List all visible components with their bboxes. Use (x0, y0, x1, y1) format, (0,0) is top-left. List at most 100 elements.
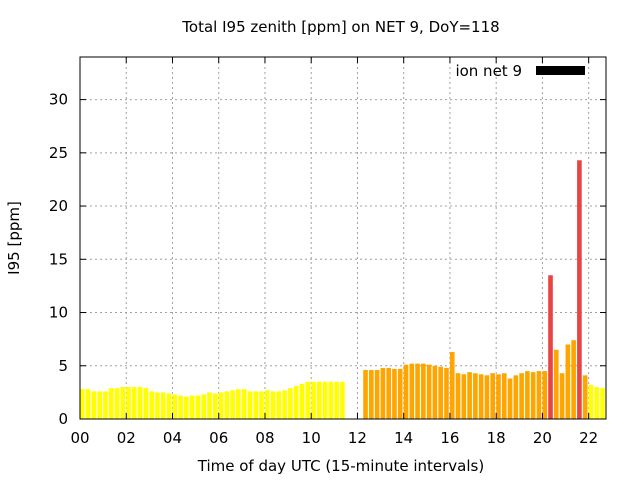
bar (276, 391, 282, 419)
bar (316, 381, 322, 419)
bar (536, 371, 542, 419)
bar (415, 363, 420, 419)
x-tick-label: 02 (117, 429, 136, 447)
bar (305, 381, 311, 419)
bar (478, 374, 484, 419)
bar (519, 373, 524, 419)
bar (212, 393, 218, 419)
legend-label: ion net 9 (455, 62, 522, 80)
bar (218, 392, 224, 419)
grid (80, 57, 606, 419)
y-tick-label: 20 (49, 197, 68, 215)
bar (230, 390, 235, 419)
x-tick-label: 14 (394, 429, 413, 447)
bar (461, 374, 467, 419)
bar (103, 391, 108, 419)
bar (363, 370, 368, 419)
y-axis-title: I95 [ppm] (5, 201, 23, 275)
bar (455, 373, 461, 419)
bar (484, 375, 490, 419)
bar (432, 365, 438, 419)
legend: ion net 9 (455, 62, 585, 80)
bar (421, 363, 426, 419)
bar (143, 388, 149, 419)
bar (120, 387, 126, 419)
bar (449, 351, 455, 419)
bar (438, 366, 443, 419)
y-tick-label: 15 (49, 250, 68, 268)
x-tick-label: 22 (579, 429, 598, 447)
bar (259, 391, 264, 419)
bar (507, 378, 513, 419)
legend-swatch (536, 66, 585, 75)
bars (80, 160, 605, 419)
bar (149, 391, 154, 419)
x-tick-label: 04 (163, 429, 182, 447)
x-tick-label: 08 (255, 429, 274, 447)
bar (467, 372, 472, 419)
x-tick-label: 18 (487, 429, 506, 447)
bar (473, 373, 478, 419)
bar (293, 385, 299, 419)
x-tick-label: 16 (440, 429, 459, 447)
x-tick-label: 06 (209, 429, 228, 447)
bar (600, 388, 605, 419)
bar (224, 391, 230, 419)
x-tick-label: 10 (302, 429, 321, 447)
bar (288, 388, 293, 419)
y-tick-label: 5 (58, 357, 68, 375)
bar (189, 395, 195, 419)
bar (172, 394, 178, 419)
bar (577, 160, 582, 419)
bar (195, 395, 201, 419)
bar (501, 373, 507, 419)
bar (207, 392, 212, 419)
x-tick-label: 00 (70, 429, 89, 447)
chart-title: Total I95 zenith [ppm] on NET 9, DoY=118 (181, 18, 499, 36)
bar (594, 387, 600, 419)
bar (299, 383, 305, 419)
bar (496, 374, 501, 419)
bar (380, 367, 386, 419)
bar (409, 363, 415, 419)
bar (184, 396, 189, 419)
bar (340, 381, 345, 419)
bar (114, 388, 120, 419)
bar (553, 349, 559, 419)
bar (247, 391, 253, 419)
bar (525, 371, 530, 419)
bar (588, 384, 594, 419)
y-tick-label: 0 (58, 410, 68, 428)
bar (264, 390, 270, 419)
bar (97, 391, 102, 419)
bar (137, 387, 143, 419)
x-axis-title: Time of day UTC (15-minute intervals) (197, 457, 484, 475)
bar (571, 340, 576, 419)
bar (160, 392, 166, 419)
bar (253, 391, 259, 419)
bar (270, 391, 276, 419)
bar (444, 367, 449, 419)
y-tick-label: 25 (49, 144, 68, 162)
bar (178, 395, 183, 419)
bar (241, 389, 247, 419)
x-tick-label: 20 (533, 429, 552, 447)
bar (80, 389, 85, 419)
bar (530, 372, 536, 419)
bar (369, 370, 374, 419)
bar (386, 367, 391, 419)
bar (311, 381, 316, 419)
bar (426, 364, 432, 419)
bar (126, 387, 131, 419)
bar (85, 389, 91, 419)
bar (582, 375, 588, 419)
bar (392, 368, 397, 419)
bar (548, 275, 553, 419)
plot-frame (79, 56, 607, 420)
bar (397, 368, 403, 419)
bar (513, 375, 519, 419)
bar (132, 387, 137, 419)
bar (328, 381, 334, 419)
bar (166, 393, 172, 419)
